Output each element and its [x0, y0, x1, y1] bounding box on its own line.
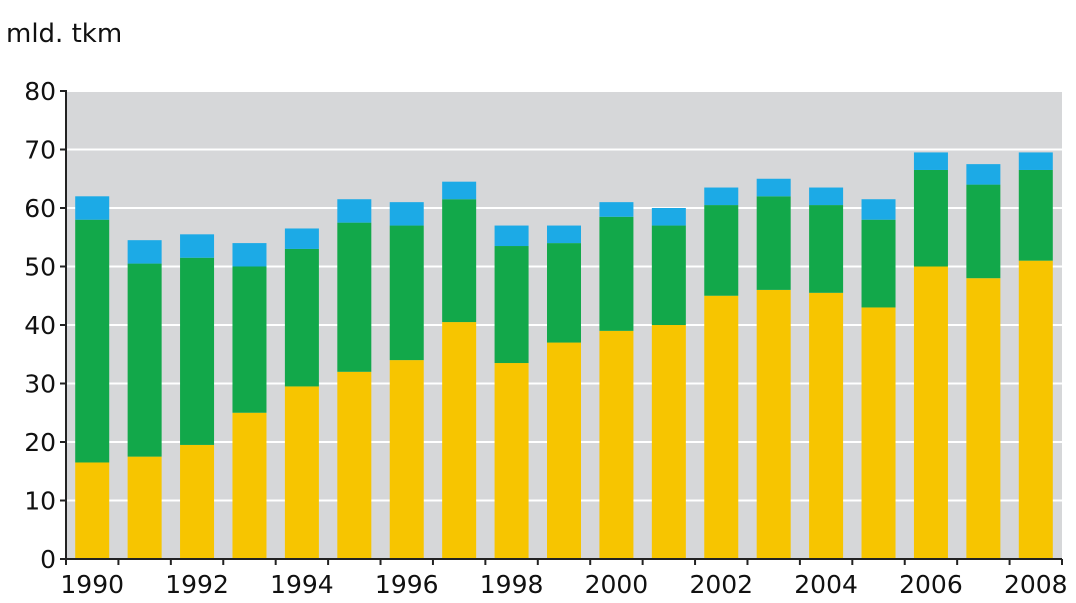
bar-1996-segment-3 [389, 202, 424, 226]
y-tick-label-10: 10 [24, 487, 56, 516]
bar-1994-segment-2 [284, 248, 319, 387]
bar-2006-segment-3 [913, 152, 948, 170]
bar-1997-segment-2 [442, 199, 477, 323]
bar-2008-segment-3 [1018, 152, 1053, 170]
bar-2003-segment-2 [756, 196, 791, 290]
bar-1998-segment-1 [494, 363, 529, 559]
x-tick-label-2002: 2002 [689, 570, 753, 599]
bar-1995-segment-2 [337, 222, 372, 372]
bar-1999-segment-2 [547, 243, 581, 343]
x-tick-label-2006: 2006 [899, 570, 963, 599]
bar-2001-segment-2 [651, 225, 686, 325]
bar-2002-segment-2 [704, 205, 739, 296]
y-tick-label-70: 70 [24, 136, 56, 165]
bar-2006-segment-1 [913, 266, 948, 559]
x-tick-label-2004: 2004 [794, 570, 858, 599]
bar-2000-segment-2 [599, 216, 634, 331]
bar-2001-segment-3 [651, 208, 686, 226]
bar-2005-segment-1 [861, 307, 896, 559]
bar-1996-segment-2 [389, 225, 424, 361]
y-tick-label-20: 20 [24, 428, 56, 457]
y-tick-label-0: 0 [40, 545, 56, 574]
bar-1990-segment-1 [75, 462, 110, 559]
y-tick-label-60: 60 [24, 194, 56, 223]
y-tick-label-40: 40 [24, 311, 56, 340]
x-tick-label-1992: 1992 [165, 570, 229, 599]
bar-2008-segment-1 [1018, 260, 1053, 559]
bar-2007-segment-1 [966, 278, 1001, 559]
bar-2003-segment-1 [756, 289, 791, 559]
bar-1992-segment-2 [180, 257, 215, 445]
bar-1992-segment-3 [180, 234, 215, 258]
bar-2004-segment-2 [809, 205, 844, 293]
bar-2007-segment-3 [966, 164, 1001, 185]
bar-2004-segment-3 [809, 187, 844, 206]
bar-2008-segment-2 [1018, 169, 1053, 261]
x-tick-label-2000: 2000 [585, 570, 649, 599]
bar-2002-segment-1 [704, 295, 739, 559]
bar-1990-segment-3 [75, 196, 110, 220]
x-tick-label-1994: 1994 [270, 570, 334, 599]
bar-2006-segment-2 [913, 169, 948, 267]
bar-1991-segment-1 [127, 456, 162, 559]
bar-1995-segment-3 [337, 199, 372, 223]
bar-1991-segment-3 [127, 240, 162, 264]
bar-2000-segment-1 [599, 330, 634, 559]
y-tick-label-80: 80 [24, 77, 56, 106]
bar-2005-segment-3 [861, 199, 896, 220]
bar-1990-segment-2 [75, 219, 110, 463]
bar-2005-segment-2 [861, 219, 896, 308]
bar-1995-segment-1 [337, 371, 372, 559]
y-tick-labels: 0 10 20 30 40 50 60 70 80 [24, 77, 56, 574]
bar-1999-segment-3 [547, 225, 581, 244]
bar-1999-segment-1 [547, 342, 581, 559]
bar-1992-segment-1 [180, 444, 215, 559]
x-tick-label-1996: 1996 [375, 570, 439, 599]
bar-1996-segment-1 [389, 360, 424, 559]
bars [75, 152, 1053, 559]
bar-1991-segment-2 [127, 263, 162, 457]
y-unit-label: mld. tkm [6, 19, 122, 49]
bar-2007-segment-2 [966, 184, 1001, 279]
bar-2002-segment-3 [704, 187, 739, 206]
x-tick-labels: 1990 1992 1994 1996 1998 2000 2002 2004 2006 2008 [60, 570, 1067, 599]
y-tick-label-50: 50 [24, 253, 56, 282]
bar-1997-segment-1 [442, 322, 477, 559]
bar-2004-segment-1 [809, 292, 844, 559]
bar-2000-segment-3 [599, 202, 634, 217]
bar-1993-segment-2 [232, 266, 267, 413]
bar-1997-segment-3 [442, 181, 477, 200]
bar-1998-segment-3 [494, 225, 529, 247]
bar-1994-segment-1 [284, 386, 319, 559]
bar-1998-segment-2 [494, 246, 529, 364]
x-tick-label-1990: 1990 [60, 570, 124, 599]
bar-1993-segment-3 [232, 243, 267, 267]
axes [60, 90, 1063, 565]
bar-2001-segment-1 [651, 325, 686, 559]
bar-1994-segment-3 [284, 228, 319, 249]
bar-1993-segment-1 [232, 412, 267, 559]
y-tick-label-30: 30 [24, 370, 56, 399]
x-tick-label-1998: 1998 [480, 570, 544, 599]
bar-2003-segment-3 [756, 178, 791, 197]
x-tick-label-2008: 2008 [1004, 570, 1068, 599]
